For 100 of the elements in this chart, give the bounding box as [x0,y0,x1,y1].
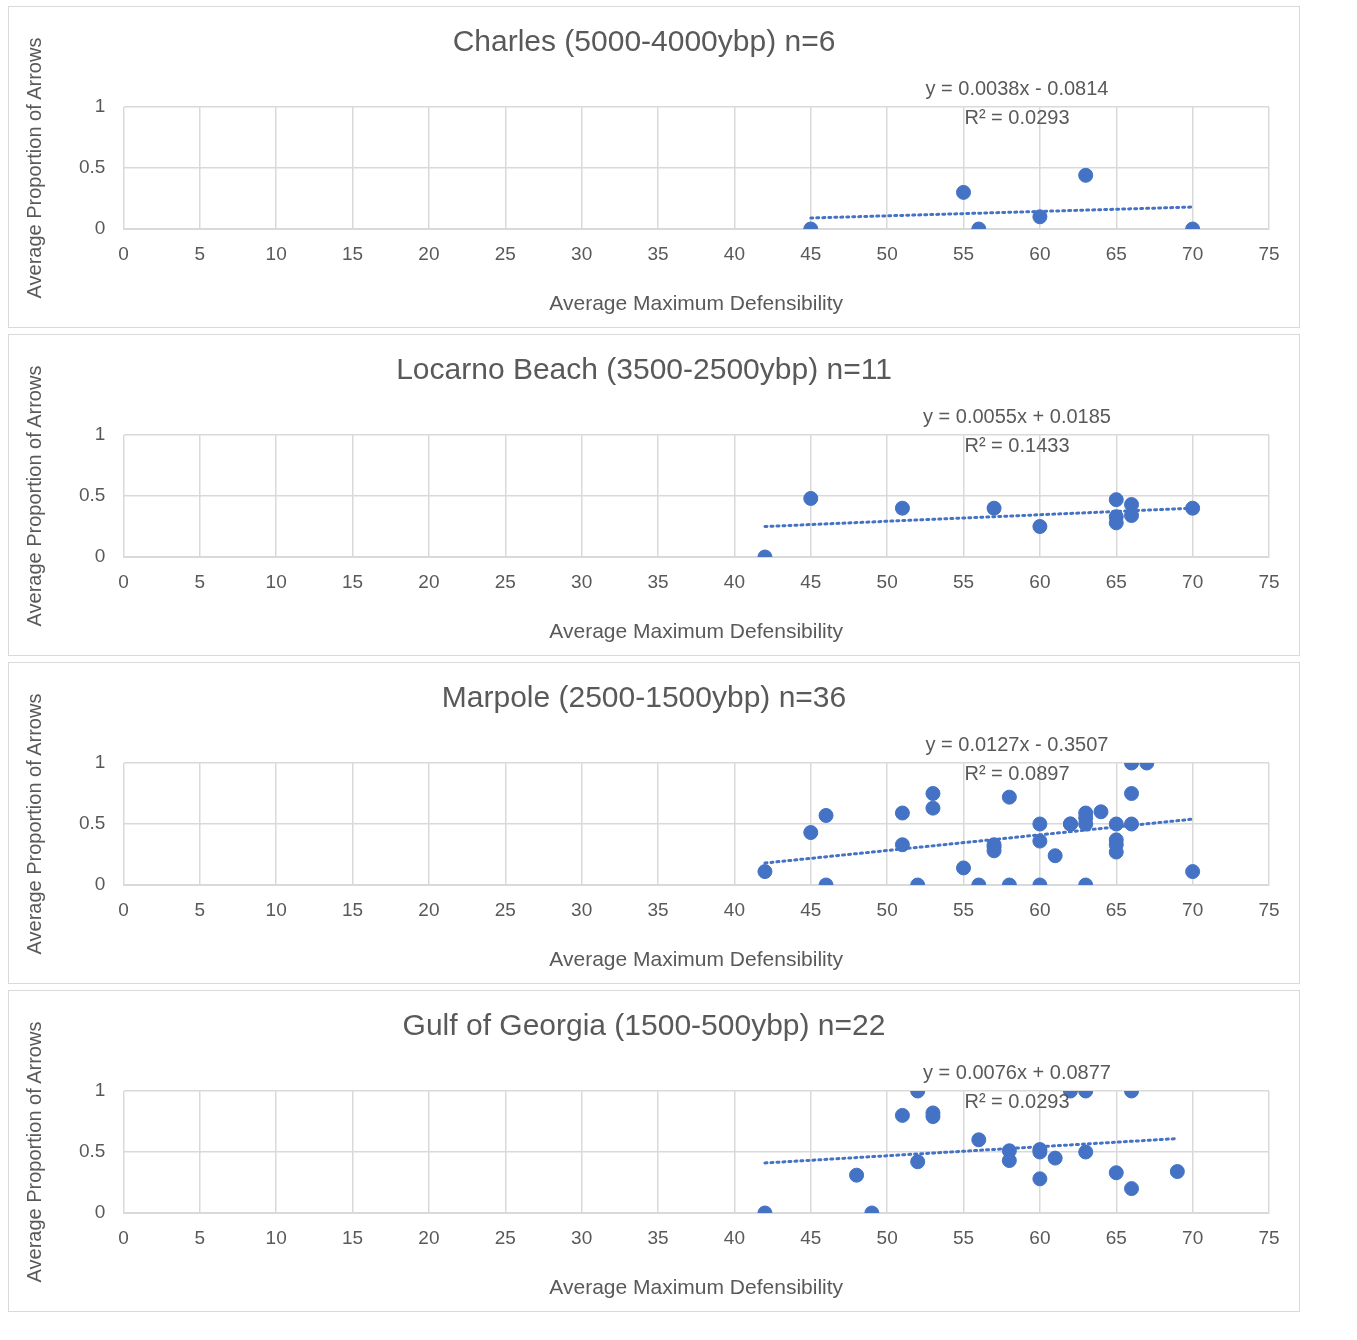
annotation: R² = 0.0897 [964,761,1070,784]
x-tick-label: 50 [876,242,898,264]
x-tick-label: 25 [494,570,516,592]
x-tick-label: 15 [341,898,364,920]
x-tick-label: 65 [1105,898,1127,920]
x-tick-label: 60 [1029,242,1051,264]
point [1185,500,1201,516]
x-tick-label: 50 [876,570,898,592]
chart-title: Locarno Beach (3500-2500ybp) n=11 [396,352,892,386]
x-tick-label: 35 [647,898,669,920]
y-tick-label: 1 [94,1079,106,1101]
x-tick-label: 65 [1105,570,1127,592]
point [1001,789,1017,805]
text: y = 0.0127x - 0.3507 [925,732,1109,755]
y-axis-title: Average Proportion of Arrows [22,693,45,955]
y-tick-label: 0.5 [78,156,106,178]
x-tick-label: 5 [194,1226,206,1248]
x-tick-label: 65 [1105,242,1127,264]
point [925,786,941,801]
x-tick-label: 75 [1258,242,1280,264]
x-tick-label: 10 [265,242,287,264]
y-tick-label: 0 [94,873,106,895]
y-tick-label: 1 [94,751,106,773]
x-tick-label: 25 [494,1226,516,1248]
x-tick-label: 70 [1182,1226,1204,1248]
point [1032,833,1048,849]
x-tick-label: 20 [418,1226,440,1248]
chart-title: Marpole (2500-1500ybp) n=36 [441,680,847,714]
y-tick-label: 1 [94,95,106,117]
point [956,860,972,876]
point [1032,816,1048,832]
x-tick-label: 25 [494,898,516,920]
point [925,800,941,816]
x-tick-label: 55 [952,570,975,592]
x-tick-label: 40 [723,1226,745,1248]
x-tick-label: 35 [647,242,669,264]
y-tick-label: 0.5 [78,484,106,506]
point [1185,864,1201,880]
annotation: R² = 0.1433 [964,433,1070,456]
x-tick-label: 15 [341,570,364,592]
x-tick-label: 35 [647,570,669,592]
x-tick-label: 45 [800,570,822,592]
y-tick-label: 0 [94,545,106,567]
point [1032,519,1048,534]
x-tick-label: 40 [723,570,745,592]
x-tick-label: 0 [118,1226,129,1248]
x-tick-label: 70 [1182,242,1204,264]
x-tick-label: 10 [265,898,287,920]
annotation: R² = 0.0293 [964,1089,1070,1112]
x-tick-label: 20 [418,570,440,592]
y-tick-label: 1 [94,423,106,445]
y-tick-label: 0.5 [78,812,106,834]
x-tick-label: 75 [1258,570,1280,592]
point [1124,508,1140,524]
x-tick-label: 60 [1029,570,1051,592]
y-tick-label: 0 [94,1201,106,1223]
x-tick-label: 60 [1029,898,1051,920]
point [1108,492,1124,508]
annotation: R² = 0.0293 [964,105,1070,128]
x-tick-label: 35 [647,1226,669,1248]
point [803,825,819,841]
y-axis-title: Average Proportion of Arrows [22,37,45,299]
x-tick-label: 60 [1029,1226,1051,1248]
x-tick-label: 65 [1105,1226,1127,1248]
x-tick-label: 40 [723,898,745,920]
x-axis-title: Average Maximum Defensibility [549,619,844,643]
point [894,500,910,516]
x-tick-label: 30 [571,1226,593,1248]
x-tick-label: 45 [800,242,822,264]
x-tick-label: 20 [418,898,440,920]
chart-title: Gulf of Georgia (1500-500ybp) n=22 [402,1008,886,1042]
x-tick-label: 10 [265,570,287,592]
x-tick-label: 20 [418,242,440,264]
point [1124,786,1140,801]
x-tick-label: 0 [118,898,129,920]
x-axis-title: Average Maximum Defensibility [549,291,844,315]
y-tick-label: 0.5 [78,1140,106,1162]
x-tick-label: 30 [571,898,593,920]
x-tick-label: 55 [952,242,975,264]
point [757,864,773,880]
x-tick-label: 30 [571,242,593,264]
text: y = 0.0038x - 0.0814 [925,76,1109,99]
x-tick-label: 40 [723,242,745,264]
x-tick-label: 70 [1182,570,1204,592]
x-tick-label: 30 [571,570,593,592]
point [818,807,834,823]
text: y = 0.0055x + 0.0185 [923,404,1111,427]
x-tick-label: 0 [118,242,129,264]
x-tick-label: 10 [265,1226,287,1248]
x-tick-label: 55 [952,898,975,920]
y-axis-title: Average Proportion of Arrows [22,365,45,627]
x-axis-title: Average Maximum Defensibility [549,947,844,971]
x-tick-label: 5 [194,570,206,592]
y-tick-label: 0 [94,217,106,239]
x-tick-label: 15 [341,242,364,264]
x-tick-label: 15 [341,1226,364,1248]
x-tick-label: 70 [1182,898,1204,920]
x-tick-label: 25 [494,242,516,264]
x-tick-label: 75 [1258,1226,1280,1248]
x-tick-label: 50 [876,1226,898,1248]
